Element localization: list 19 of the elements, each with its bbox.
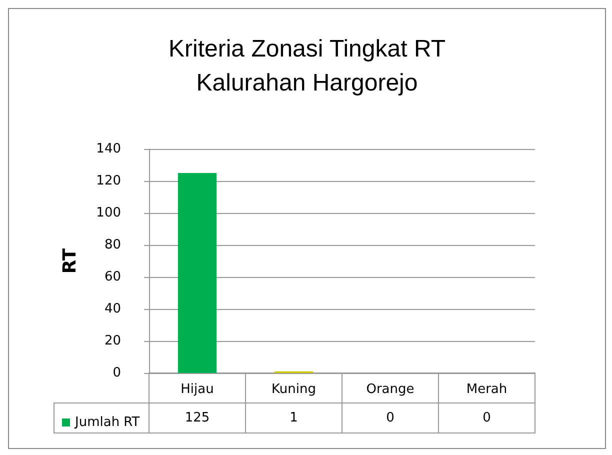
data-label: 125 [184, 410, 210, 426]
x-tick-label: Orange [366, 382, 414, 397]
data-label: 0 [482, 410, 491, 426]
data-label: 1 [290, 410, 298, 426]
x-tick-label: Kuning [272, 382, 316, 397]
y-tick-label: 0 [112, 366, 121, 380]
chart-title: Kriteria Zonasi Tingkat RT Kalurahan Hargorejo [168, 36, 446, 96]
y-tick-label: 140 [96, 142, 121, 156]
x-tick-label: Hijau [180, 382, 214, 397]
y-tick-label: 40 [104, 302, 121, 316]
y-tick-label: 60 [104, 270, 121, 284]
y-tick-label: 80 [104, 238, 121, 252]
data-label: 0 [386, 410, 394, 426]
x-tick-label: Merah [466, 382, 508, 397]
y-tick-label: 100 [96, 206, 121, 220]
legend-label: Jumlah RT [74, 415, 140, 430]
y-tick-label: 20 [104, 334, 121, 348]
y-axis-title: RT [60, 248, 80, 274]
y-tick-label: 120 [96, 174, 121, 188]
